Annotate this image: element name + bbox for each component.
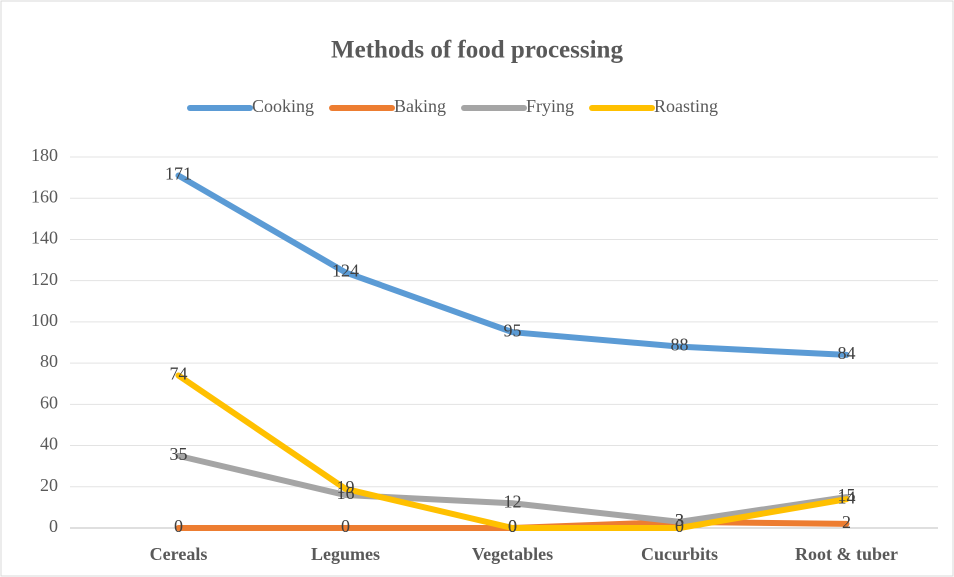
data-label: 0 bbox=[174, 516, 183, 536]
x-tick-label: Vegetables bbox=[472, 544, 553, 564]
data-label: 16 bbox=[337, 483, 355, 503]
data-label: 95 bbox=[504, 320, 522, 340]
y-tick-label: 160 bbox=[31, 186, 58, 206]
x-tick-label: Cereals bbox=[150, 544, 208, 564]
data-label: 14 bbox=[838, 487, 856, 507]
data-label: 15 bbox=[838, 485, 856, 505]
data-label: 12 bbox=[504, 491, 522, 511]
series-line bbox=[175, 452, 850, 525]
data-label: 74 bbox=[170, 364, 188, 384]
data-label: 84 bbox=[838, 343, 856, 363]
data-label: 0 bbox=[341, 516, 350, 536]
y-tick-label: 60 bbox=[40, 392, 58, 412]
chart-title: Methods of food processing bbox=[331, 37, 623, 64]
data-label: 3 bbox=[675, 510, 684, 530]
y-tick-label: 0 bbox=[49, 516, 58, 536]
data-label: 3 bbox=[675, 510, 684, 530]
y-tick-label: 80 bbox=[40, 351, 58, 371]
y-tick-label: 100 bbox=[31, 310, 58, 330]
y-tick-label: 40 bbox=[40, 434, 58, 454]
data-label: 171 bbox=[165, 164, 192, 184]
x-tick-label: Cucurbits bbox=[641, 544, 718, 564]
x-tick-label: Root & tuber bbox=[795, 544, 898, 564]
legend-label: Baking bbox=[394, 96, 446, 116]
data-label: 0 bbox=[508, 516, 517, 536]
y-tick-label: 140 bbox=[31, 228, 58, 248]
legend-label: Frying bbox=[526, 96, 574, 116]
data-label: 35 bbox=[170, 444, 188, 464]
data-label: 2 bbox=[842, 512, 851, 532]
data-label: 0 bbox=[508, 516, 517, 536]
data-label: 88 bbox=[671, 335, 689, 355]
y-tick-label: 120 bbox=[31, 269, 58, 289]
x-tick-label: Legumes bbox=[311, 544, 380, 564]
data-label: 124 bbox=[332, 261, 359, 281]
data-label: 0 bbox=[675, 516, 684, 536]
y-tick-label: 180 bbox=[31, 145, 58, 165]
legend-label: Roasting bbox=[654, 96, 718, 116]
data-label: 19 bbox=[337, 477, 355, 497]
series-line bbox=[175, 172, 850, 358]
legend-label: Cooking bbox=[252, 96, 314, 116]
y-tick-label: 20 bbox=[40, 475, 58, 495]
series-line bbox=[175, 372, 850, 531]
